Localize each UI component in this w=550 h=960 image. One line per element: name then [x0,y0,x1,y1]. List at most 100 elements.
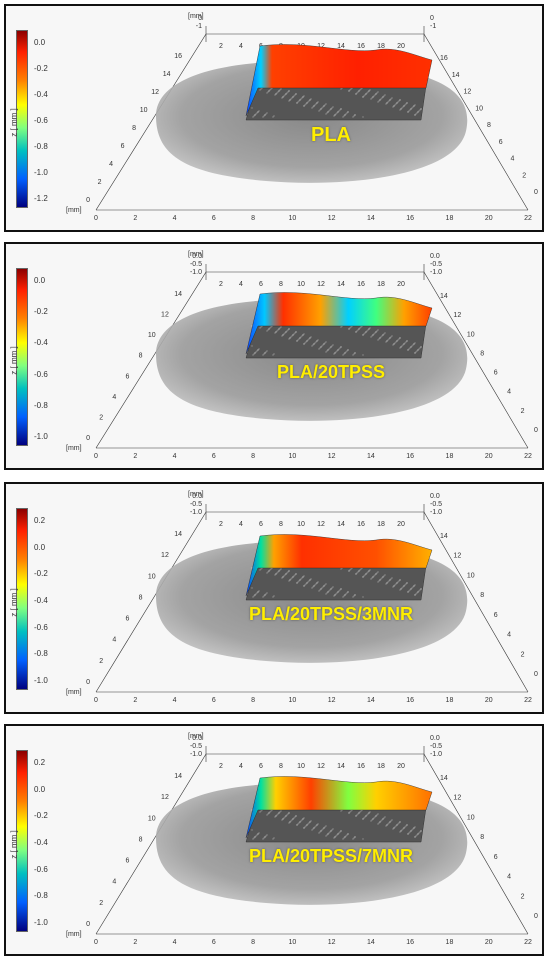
y-tick-left: 8 [132,125,136,132]
y-tick-right: 14 [440,775,448,782]
unit-label-top: [mm] [188,13,204,20]
y-tick-left: 12 [161,312,169,319]
top-x-tick: 20 [397,43,405,50]
top-x-tick: 6 [259,763,263,770]
colorbar-tick: -0.8 [34,649,48,659]
y-tick-right: 14 [440,533,448,540]
colorbar-tick: -0.6 [34,864,48,874]
x-tick: 6 [212,453,216,460]
colorbar-tick: -1.2 [34,194,48,203]
top-x-tick: 18 [377,281,385,288]
top-x-tick: 14 [337,763,345,770]
x-tick: 20 [485,215,493,222]
panel-pla-20tpss-3mnr: 0.2 0.0 -0.2 -0.4 -0.6 -0.8 -1.0 z [ mm ] 0 2 4 6 8 1… [4,482,544,714]
y-tick-right: 10 [475,105,483,112]
panel-pla: 0.0 -0.2 -0.4 -0.6 -0.8 -1.0 -1.2 z [ mm ] 0 2 4 6 8… [4,4,544,232]
sample-label: PLA/20TPSS/3MNR [249,604,414,624]
x-tick: 0 [94,215,98,222]
y-tick-left: 2 [99,414,103,421]
x-tick: 8 [251,453,255,460]
sample-label: PLA [311,124,351,146]
x-tick: 10 [288,215,296,222]
x-tick: 4 [173,215,177,222]
x-tick: 18 [446,697,454,704]
x-tick: 8 [251,215,255,222]
y-tick-right: 4 [507,389,511,396]
y-tick-left: 4 [109,161,113,168]
y-tick-left: 0 [86,435,90,442]
y-tick-left: 8 [139,594,143,601]
height-surface [245,292,433,355]
y-tick-left: 6 [126,858,130,865]
colorbar-tick: -0.6 [34,369,48,379]
y-tick-left: 14 [174,531,182,538]
height-surface [245,534,433,597]
top-x-tick: 16 [357,521,365,528]
y-tick-right: 12 [464,89,472,96]
y-tick-right: 14 [440,293,448,300]
x-tick: 10 [288,697,296,704]
x-tick: 10 [288,939,296,946]
colorbar-tick: -0.4 [34,90,48,99]
specimen-block [245,565,427,601]
top-x-tick: 2 [219,521,223,528]
z-tick-left: -1 [196,23,202,30]
y-tick-right: 0 [534,913,538,920]
colorbar-tick: -0.2 [34,64,48,73]
y-tick-right: 10 [467,331,475,338]
y-tick-right: 6 [494,612,498,619]
x-tick: 12 [328,697,336,704]
x-tick: 2 [133,939,137,946]
top-x-tick: 18 [377,43,385,50]
z-tick-left: -1.0 [190,509,202,516]
top-x-tick: 10 [297,281,305,288]
colorbar-tick: -1.0 [34,168,48,177]
y-tick-right: 2 [521,893,525,900]
z-tick-right: -1.0 [430,269,442,276]
panel-pla-20tpss-7mnr: 0.2 0.0 -0.2 -0.4 -0.6 -0.8 -1.0 z [ mm ] 0 2 4 6 8 1… [4,724,544,956]
colorbar-gradient [16,30,28,208]
y-tick-left: 2 [98,179,102,186]
z-tick-left: -0.5 [190,261,202,268]
top-x-tick: 14 [337,43,345,50]
x-tick: 4 [173,939,177,946]
top-x-tick: 14 [337,281,345,288]
y-tick-right: 8 [480,592,484,599]
y-tick-left: 10 [140,107,148,114]
x-tick: 8 [251,697,255,704]
x-tick: 2 [133,453,137,460]
top-x-tick: 8 [279,763,283,770]
x-tick: 0 [94,453,98,460]
z-tick-right: -0.5 [430,501,442,508]
x-tick: 6 [212,697,216,704]
colorbar-gradient [16,268,28,446]
y-tick-right: 2 [521,408,525,415]
x-tick: 20 [485,453,493,460]
height-surface [245,776,433,839]
y-tick-right: 10 [467,572,475,579]
sample-label: PLA/20TPSS [277,362,386,382]
unit-label-top: [mm] [188,733,204,740]
surface-scene: 0246810121416182022246810121416182002468… [66,13,538,222]
colorbar-tick: -0.2 [34,307,48,317]
colorbar-tick: -1.0 [34,918,48,927]
colorbar: 0.2 0.0 -0.2 -0.4 -0.6 -0.8 -1.0 z [ mm ] [10,750,60,938]
z-tick-right: -1.0 [430,751,442,758]
top-x-tick: 18 [377,763,385,770]
colorbar-tick: 0.0 [34,276,46,285]
top-x-tick: 6 [259,281,263,288]
colorbar: 0.0 -0.2 -0.4 -0.6 -0.8 -1.0 -1.2 z [ mm ] [10,30,60,214]
y-tick-right: 0 [534,189,538,196]
y-tick-left: 0 [86,679,90,686]
x-tick: 20 [485,939,493,946]
top-x-tick: 20 [397,281,405,288]
z-tick-left: 0 [198,15,202,22]
unit-label-bottom: [mm] [66,445,82,452]
z-tick-right: -1 [430,23,436,30]
z-tick-left: 0.0 [192,493,202,500]
x-tick: 10 [288,453,296,460]
top-x-tick: 12 [317,521,325,528]
y-tick-right: 4 [511,156,515,163]
colorbar-tick: -0.8 [34,891,48,901]
